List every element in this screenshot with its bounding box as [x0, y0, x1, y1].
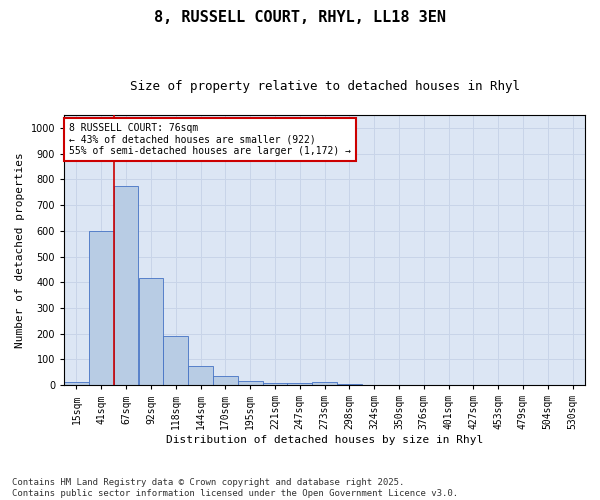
- Bar: [64, 382, 89, 385]
- Bar: [139, 278, 163, 385]
- Bar: [337, 384, 362, 385]
- Bar: [213, 376, 238, 385]
- Text: 8 RUSSELL COURT: 76sqm
← 43% of detached houses are smaller (922)
55% of semi-de: 8 RUSSELL COURT: 76sqm ← 43% of detached…: [69, 123, 351, 156]
- Y-axis label: Number of detached properties: Number of detached properties: [15, 152, 25, 348]
- Bar: [312, 382, 337, 385]
- Bar: [163, 336, 188, 385]
- Bar: [89, 231, 113, 385]
- Text: 8, RUSSELL COURT, RHYL, LL18 3EN: 8, RUSSELL COURT, RHYL, LL18 3EN: [154, 10, 446, 25]
- Bar: [238, 380, 263, 385]
- Text: Contains HM Land Registry data © Crown copyright and database right 2025.
Contai: Contains HM Land Registry data © Crown c…: [12, 478, 458, 498]
- Bar: [287, 383, 312, 385]
- Bar: [263, 382, 287, 385]
- Bar: [188, 366, 213, 385]
- X-axis label: Distribution of detached houses by size in Rhyl: Distribution of detached houses by size …: [166, 435, 483, 445]
- Bar: [113, 186, 139, 385]
- Title: Size of property relative to detached houses in Rhyl: Size of property relative to detached ho…: [130, 80, 520, 93]
